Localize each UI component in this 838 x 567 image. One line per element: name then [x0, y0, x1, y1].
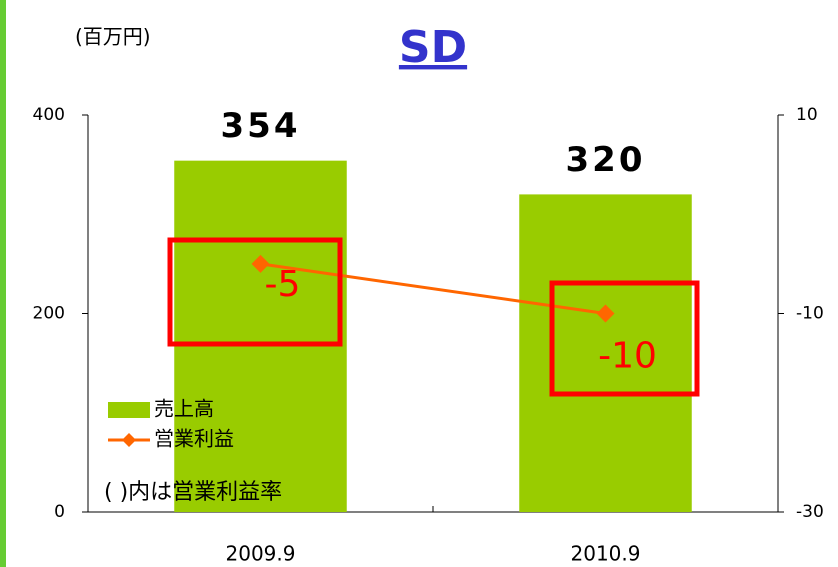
- x-tick-label: 2009.9: [226, 542, 296, 566]
- label-box: [549, 280, 700, 397]
- legend-swatch: [108, 402, 150, 418]
- y2-tick-label: -10: [796, 304, 824, 324]
- y-tick-label: 0: [54, 502, 65, 522]
- legend-label: 売上高: [154, 397, 214, 421]
- line-value-label: -10: [598, 336, 657, 377]
- legend-label: 営業利益: [154, 427, 234, 451]
- line-value-label: -5: [265, 264, 301, 305]
- bar-value-label: 320: [566, 140, 646, 180]
- annotation: ( )内は営業利益率: [104, 480, 282, 505]
- y2-tick-label: -30: [796, 502, 824, 522]
- side-strip: [0, 0, 6, 567]
- bar: [174, 160, 347, 512]
- bar-value-label: 354: [221, 106, 301, 146]
- y-tick-label: 400: [33, 105, 65, 125]
- legend-marker: [122, 433, 136, 447]
- line-marker: [251, 254, 270, 273]
- line: [260, 262, 606, 315]
- unit-label: (百万円): [75, 25, 151, 49]
- line-marker: [596, 304, 615, 323]
- x-tick-label: 2010.9: [571, 542, 641, 566]
- bar: [519, 194, 692, 512]
- y2-tick-label: 10: [796, 105, 818, 125]
- label-box: [167, 237, 343, 347]
- y-tick-label: 200: [33, 304, 65, 324]
- chart-title: SD: [399, 22, 467, 73]
